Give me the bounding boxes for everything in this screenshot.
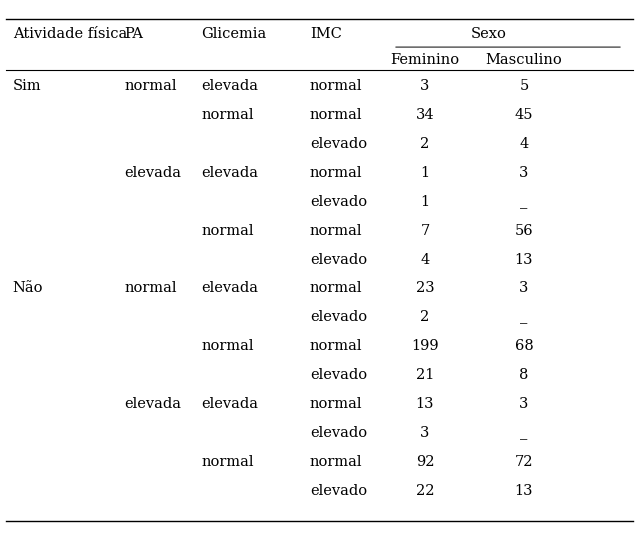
Text: Atividade física: Atividade física bbox=[13, 27, 127, 41]
Text: 4: 4 bbox=[520, 137, 528, 151]
Text: 7: 7 bbox=[420, 224, 429, 238]
Text: elevado: elevado bbox=[310, 484, 367, 498]
Text: elevado: elevado bbox=[310, 368, 367, 382]
Text: 13: 13 bbox=[416, 397, 434, 411]
Text: Não: Não bbox=[13, 281, 43, 295]
Text: 8: 8 bbox=[520, 368, 528, 382]
Text: elevado: elevado bbox=[310, 310, 367, 324]
Text: Masculino: Masculino bbox=[486, 54, 562, 67]
Text: normal: normal bbox=[201, 108, 254, 122]
Text: elevada: elevada bbox=[201, 397, 258, 411]
Text: 4: 4 bbox=[420, 253, 429, 266]
Text: 23: 23 bbox=[415, 281, 435, 295]
Text: 68: 68 bbox=[514, 339, 534, 353]
Text: 3: 3 bbox=[420, 79, 429, 93]
Text: normal: normal bbox=[310, 339, 362, 353]
Text: normal: normal bbox=[201, 224, 254, 238]
Text: Sim: Sim bbox=[13, 79, 42, 93]
Text: normal: normal bbox=[201, 339, 254, 353]
Text: normal: normal bbox=[310, 455, 362, 469]
Text: elevado: elevado bbox=[310, 253, 367, 266]
Text: _: _ bbox=[520, 195, 528, 209]
Text: 13: 13 bbox=[515, 484, 533, 498]
Text: normal: normal bbox=[310, 108, 362, 122]
Text: 21: 21 bbox=[416, 368, 434, 382]
Text: normal: normal bbox=[310, 79, 362, 93]
Text: normal: normal bbox=[201, 455, 254, 469]
Text: elevado: elevado bbox=[310, 195, 367, 209]
Text: 3: 3 bbox=[420, 426, 429, 440]
Text: 3: 3 bbox=[520, 166, 528, 180]
Text: 5: 5 bbox=[520, 79, 528, 93]
Text: 92: 92 bbox=[416, 455, 434, 469]
Text: normal: normal bbox=[310, 224, 362, 238]
Text: 199: 199 bbox=[411, 339, 439, 353]
Text: elevada: elevada bbox=[201, 79, 258, 93]
Text: normal: normal bbox=[310, 166, 362, 180]
Text: normal: normal bbox=[125, 281, 177, 295]
Text: Sexo: Sexo bbox=[471, 27, 507, 41]
Text: 72: 72 bbox=[515, 455, 533, 469]
Text: elevada: elevada bbox=[125, 397, 181, 411]
Text: 56: 56 bbox=[514, 224, 534, 238]
Text: 2: 2 bbox=[420, 310, 429, 324]
Text: elevado: elevado bbox=[310, 137, 367, 151]
Text: 2: 2 bbox=[420, 137, 429, 151]
Text: IMC: IMC bbox=[310, 27, 342, 41]
Text: 3: 3 bbox=[520, 397, 528, 411]
Text: Feminino: Feminino bbox=[390, 54, 459, 67]
Text: normal: normal bbox=[310, 281, 362, 295]
Text: elevado: elevado bbox=[310, 426, 367, 440]
Text: normal: normal bbox=[125, 79, 177, 93]
Text: _: _ bbox=[520, 310, 528, 324]
Text: elevada: elevada bbox=[201, 281, 258, 295]
Text: 22: 22 bbox=[416, 484, 434, 498]
Text: PA: PA bbox=[125, 27, 144, 41]
Text: 13: 13 bbox=[515, 253, 533, 266]
Text: _: _ bbox=[520, 426, 528, 440]
Text: 34: 34 bbox=[415, 108, 435, 122]
Text: elevada: elevada bbox=[125, 166, 181, 180]
Text: 1: 1 bbox=[420, 166, 429, 180]
Text: elevada: elevada bbox=[201, 166, 258, 180]
Text: Glicemia: Glicemia bbox=[201, 27, 266, 41]
Text: 3: 3 bbox=[520, 281, 528, 295]
Text: 1: 1 bbox=[420, 195, 429, 209]
Text: 45: 45 bbox=[515, 108, 533, 122]
Text: normal: normal bbox=[310, 397, 362, 411]
